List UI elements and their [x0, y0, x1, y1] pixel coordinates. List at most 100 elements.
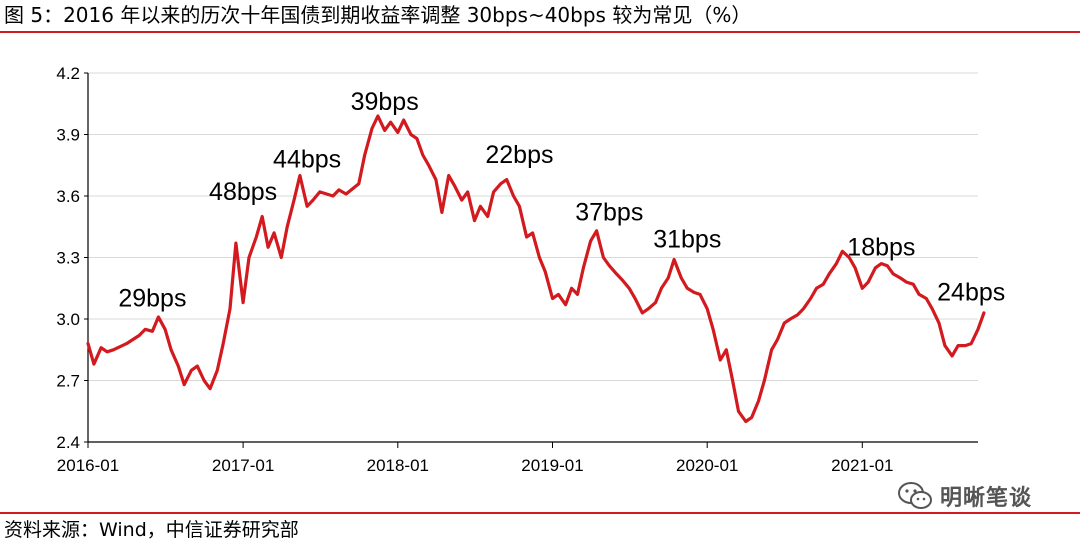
data-point — [848, 256, 850, 259]
data-point — [745, 420, 747, 423]
annotation-label: 37bps — [575, 199, 643, 227]
data-point — [925, 297, 928, 300]
data-point — [216, 369, 219, 372]
data-point — [371, 127, 373, 130]
x-axis: 2016-01 2017-01 2018-01 2019-01 2020-01 2021-… — [57, 441, 978, 475]
data-point — [203, 379, 205, 382]
data-point — [518, 205, 521, 208]
data-point — [874, 267, 877, 269]
source-rule — [0, 512, 1080, 514]
data-point — [757, 400, 760, 402]
data-point — [229, 308, 231, 310]
data-point — [621, 279, 624, 281]
data-point — [789, 318, 792, 320]
data-point — [164, 328, 166, 331]
data-point — [293, 199, 295, 201]
data-point — [100, 346, 102, 349]
data-point — [582, 267, 585, 269]
data-point — [473, 219, 476, 222]
data-point — [255, 236, 258, 238]
data-point — [564, 303, 567, 306]
data-point — [416, 137, 418, 140]
data-point — [280, 256, 283, 259]
data-point — [731, 379, 734, 382]
data-point — [589, 240, 592, 242]
data-point — [951, 355, 953, 357]
annotation-label: 29bps — [118, 285, 186, 313]
data-point — [106, 351, 108, 353]
data-point — [461, 199, 463, 201]
grid-lines — [88, 72, 978, 381]
data-point — [447, 174, 450, 177]
data-point — [170, 349, 172, 351]
data-point — [892, 273, 894, 275]
data-point — [551, 297, 554, 300]
figure-title: 图 5：2016 年以来的历次十年国债到期收益率调整 30bps~40bps 较… — [4, 3, 752, 27]
data-point — [402, 119, 405, 121]
data-point — [706, 308, 708, 310]
y-tick-label: 2.4 — [56, 433, 80, 452]
data-point — [938, 322, 940, 324]
data-point — [809, 297, 812, 300]
source-note: 资料来源：Wind，中信证券研究部 — [4, 519, 299, 541]
data-point — [828, 273, 830, 275]
data-point — [815, 287, 818, 290]
data-point — [712, 328, 714, 331]
data-point — [319, 191, 321, 193]
data-point — [912, 283, 914, 286]
data-point — [332, 195, 334, 197]
annotation-label: 39bps — [351, 88, 419, 116]
data-point — [667, 277, 669, 279]
annotation-label: 22bps — [485, 141, 553, 169]
data-point — [242, 301, 244, 304]
data-point — [299, 174, 301, 177]
watermark: 明晰笔谈 — [898, 480, 1032, 512]
data-point — [776, 338, 779, 341]
data-point — [693, 291, 695, 294]
data-point — [602, 256, 605, 259]
data-point — [634, 297, 636, 300]
data-point — [267, 246, 269, 249]
data-point — [183, 383, 185, 386]
data-point — [737, 410, 740, 413]
x-tick-label: 2018-01 — [367, 456, 429, 475]
x-tick-label: 2021-01 — [831, 456, 893, 475]
data-point — [538, 256, 541, 259]
data-point — [466, 191, 469, 193]
data-point — [608, 264, 611, 267]
data-point — [112, 349, 115, 351]
data-point — [905, 281, 908, 283]
annotation-group: 29bps 48bps 44bps 39bps 22bps 37bps 31bps 18bps… — [118, 88, 1005, 313]
x-tick-label: 2017-01 — [212, 456, 274, 475]
data-point — [977, 328, 979, 331]
data-point — [479, 205, 482, 208]
data-point — [209, 387, 211, 390]
data-point — [222, 342, 224, 345]
data-point — [957, 344, 959, 347]
data-point — [867, 281, 869, 283]
data-point — [435, 178, 437, 181]
data-point — [93, 363, 95, 365]
annotation-label: 44bps — [273, 145, 341, 173]
data-point — [970, 342, 972, 345]
data-point — [918, 293, 920, 296]
data-point — [397, 131, 399, 134]
data-point — [854, 267, 856, 269]
data-point — [835, 262, 838, 265]
data-point — [802, 308, 805, 310]
y-tick-label: 4.2 — [56, 64, 80, 83]
annotation-label: 48bps — [209, 178, 277, 206]
data-point — [235, 242, 237, 244]
data-point — [248, 256, 250, 259]
y-tick-label: 3.0 — [56, 310, 80, 329]
data-point — [680, 277, 683, 279]
data-point — [190, 369, 193, 372]
data-point — [345, 193, 347, 195]
data-point — [486, 215, 489, 218]
annotation-label: 24bps — [937, 279, 1005, 307]
series-line — [86, 114, 986, 424]
data-point — [500, 182, 502, 185]
data-point — [383, 129, 386, 132]
data-point — [363, 154, 366, 156]
data-point — [125, 342, 128, 345]
